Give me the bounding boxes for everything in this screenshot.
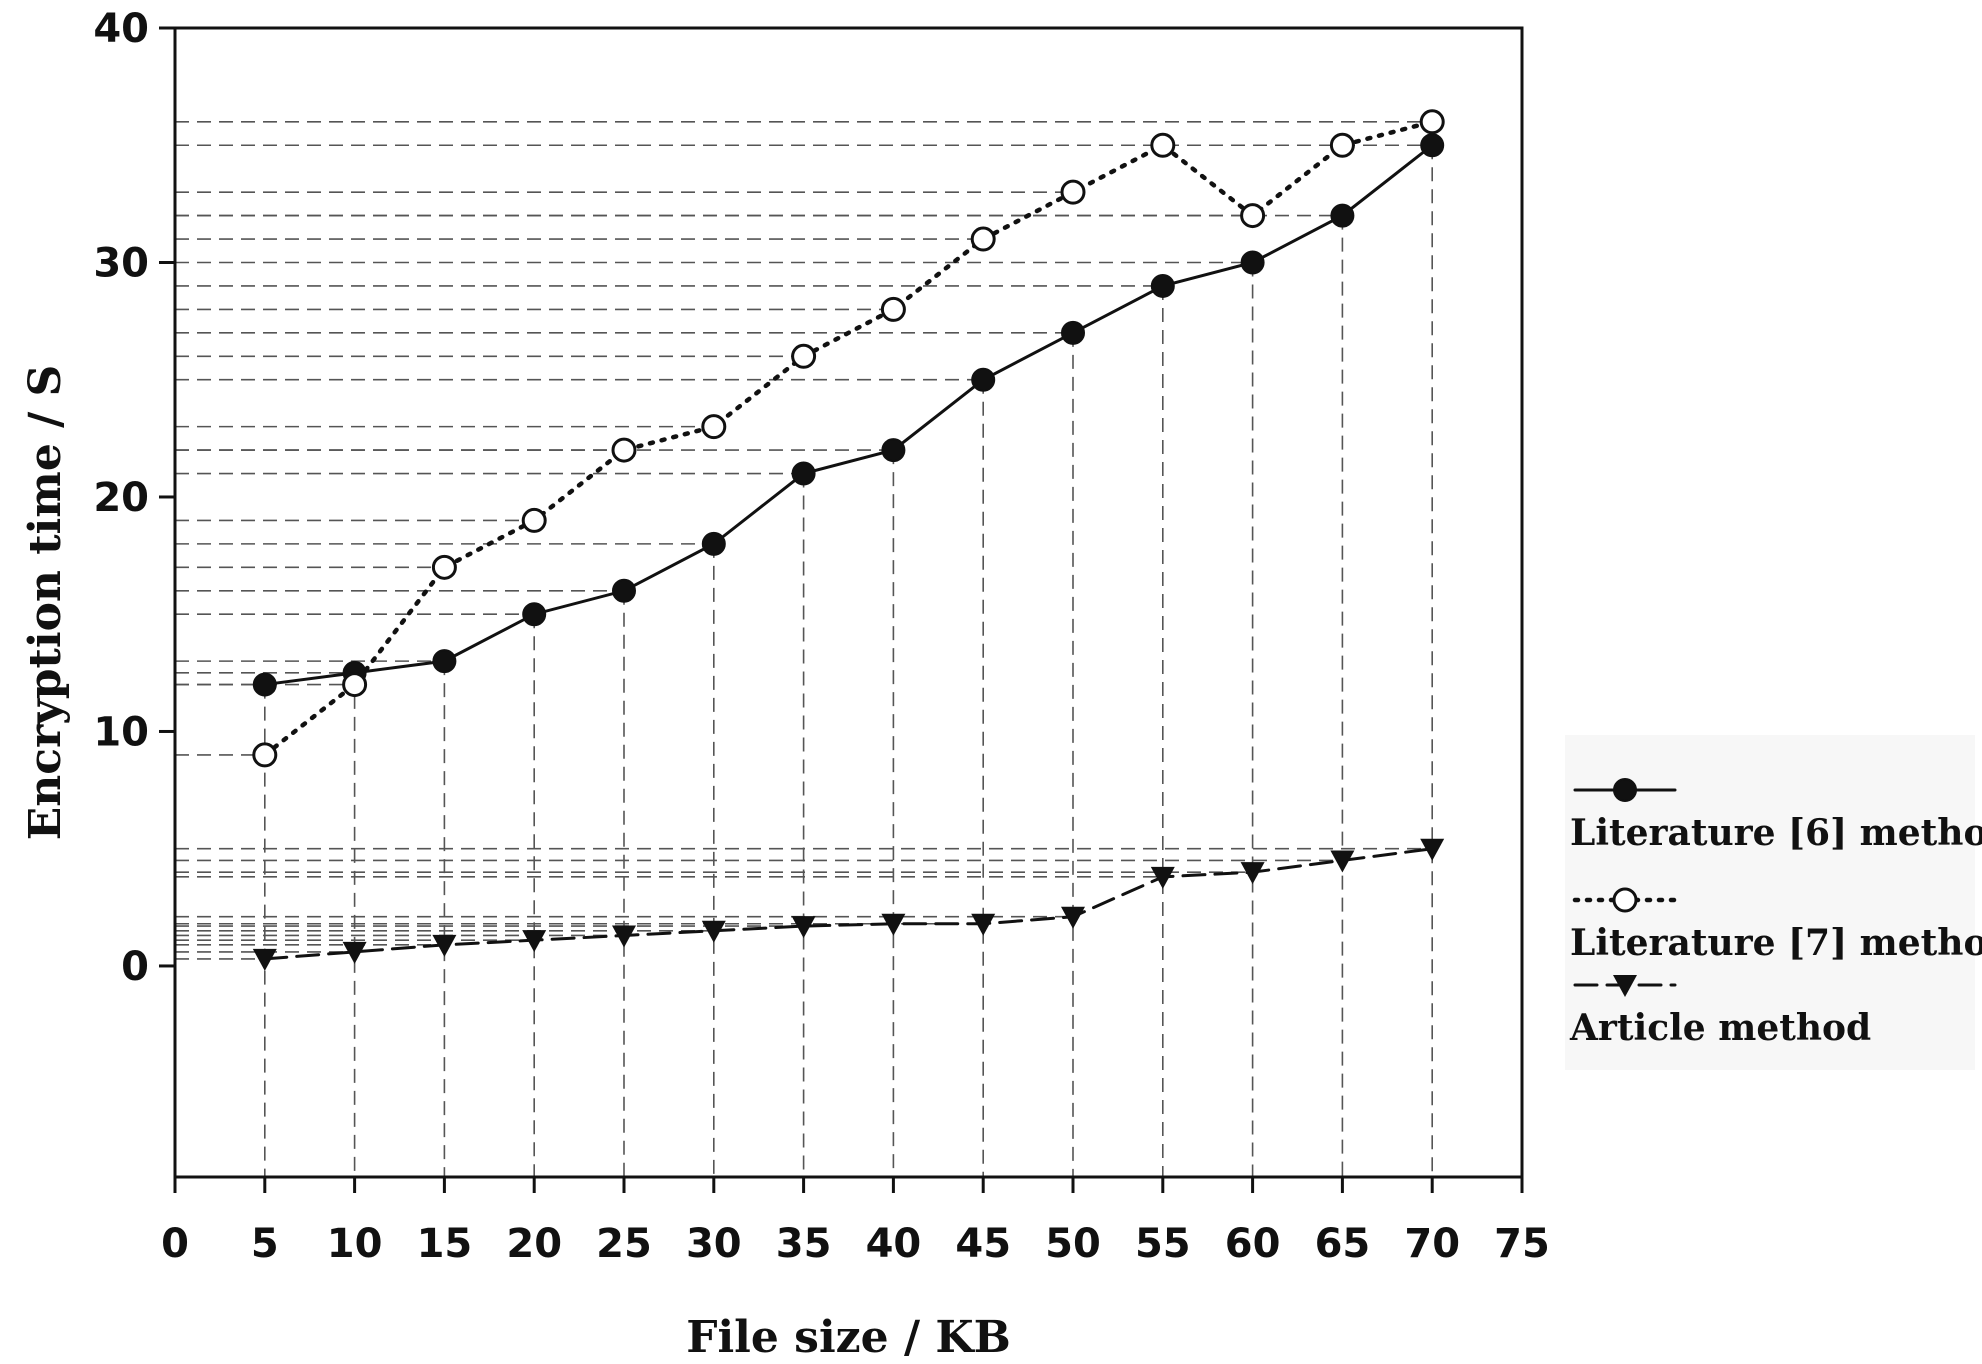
- x-tick-label: 30: [686, 1221, 742, 1267]
- series-line-2: [262, 119, 1435, 758]
- series-1-marker: [1330, 203, 1355, 228]
- x-axis-ticks: 0 5 10 15 20 25 30 35 40 45 50 55 60 65 70 75: [161, 1177, 1550, 1267]
- series-line-1: [263, 143, 1434, 687]
- y-tick-label: 20: [93, 475, 149, 521]
- series-2-marker: [1150, 132, 1176, 158]
- series-3-marker: [612, 925, 636, 948]
- series-1-marker: [1150, 273, 1175, 298]
- data-markers: [252, 109, 1445, 971]
- series-2-marker: [701, 414, 727, 440]
- legend-label-3: Article method: [1569, 1007, 1871, 1049]
- x-tick-label: 10: [327, 1221, 383, 1267]
- x-tick-label: 55: [1135, 1221, 1191, 1267]
- series-1-marker: [881, 438, 906, 463]
- series-2-marker: [611, 437, 637, 463]
- series-2-marker: [970, 226, 996, 252]
- series-1-marker: [1420, 133, 1445, 158]
- series-1-marker: [971, 367, 996, 392]
- series-1-marker: [522, 602, 547, 627]
- x-tick-label: 40: [866, 1221, 922, 1267]
- series-lines: [262, 119, 1435, 961]
- legend-label-1: Literature [6] method: [1570, 812, 1982, 854]
- series-3-marker: [881, 913, 906, 936]
- x-axis-title: File size / KB: [686, 1312, 1011, 1363]
- series-2-marker: [880, 296, 906, 322]
- x-tick-label: 60: [1225, 1221, 1281, 1267]
- series-2-marker: [521, 507, 547, 533]
- series-3-marker: [1420, 838, 1445, 861]
- series-1-marker: [701, 531, 726, 556]
- x-tick-label: 35: [776, 1221, 832, 1267]
- y-tick-label: 30: [93, 240, 149, 286]
- legend-marker-3: [1613, 975, 1637, 997]
- series-1-marker: [612, 578, 636, 603]
- series-1-marker: [791, 461, 816, 486]
- legend-marker-2: [1612, 887, 1638, 913]
- series-3-marker: [701, 920, 726, 943]
- series-1-marker: [252, 672, 277, 697]
- series-2-marker: [791, 343, 817, 369]
- y-axis-ticks: 0 10 20 30 40: [93, 6, 175, 990]
- series-2-marker: [431, 554, 457, 580]
- series-2-marker: [1329, 132, 1355, 158]
- x-tick-label: 15: [417, 1221, 473, 1267]
- series-3-marker: [432, 934, 457, 957]
- x-tick-label: 20: [506, 1221, 562, 1267]
- x-tick-label: 45: [955, 1221, 1011, 1267]
- series-2-marker: [1419, 109, 1445, 135]
- series-line-3: [263, 847, 1434, 961]
- series-2-marker: [1240, 203, 1266, 229]
- series-3-marker: [971, 913, 996, 936]
- guide-lines: [175, 120, 1433, 1177]
- series-2-marker: [1060, 179, 1086, 205]
- x-tick-label: 50: [1045, 1221, 1101, 1267]
- x-tick-label: 5: [251, 1221, 279, 1267]
- plot-frame: [173, 26, 1524, 1179]
- y-tick-label: 40: [93, 6, 149, 52]
- series-3-marker: [252, 948, 277, 971]
- x-tick-label: 0: [161, 1221, 189, 1267]
- x-tick-label: 75: [1494, 1221, 1550, 1267]
- series-3-marker: [342, 941, 367, 964]
- series-1-marker: [432, 649, 457, 674]
- series-1-marker: [1061, 320, 1085, 345]
- legend: Literature [6] method Literature [7] meth…: [1565, 735, 1982, 1070]
- x-tick-label: 25: [596, 1221, 652, 1267]
- series-2-marker: [342, 672, 368, 698]
- y-tick-label: 10: [93, 709, 149, 755]
- series-3-marker: [791, 916, 816, 939]
- series-3-marker: [1150, 866, 1175, 889]
- y-tick-label: 0: [121, 944, 149, 990]
- legend-label-2: Literature [7] method: [1570, 922, 1982, 964]
- x-tick-label: 65: [1315, 1221, 1371, 1267]
- series-3-marker: [1240, 862, 1265, 885]
- legend-marker-1: [1613, 778, 1637, 802]
- x-tick-label: 70: [1404, 1221, 1460, 1267]
- y-axis-title: Encryption time / S: [20, 365, 71, 841]
- series-1-marker: [1240, 250, 1265, 275]
- series-3-marker: [1061, 906, 1085, 929]
- series-2-marker: [252, 742, 278, 768]
- series-3-marker: [522, 930, 547, 953]
- series-3-marker: [1330, 850, 1355, 873]
